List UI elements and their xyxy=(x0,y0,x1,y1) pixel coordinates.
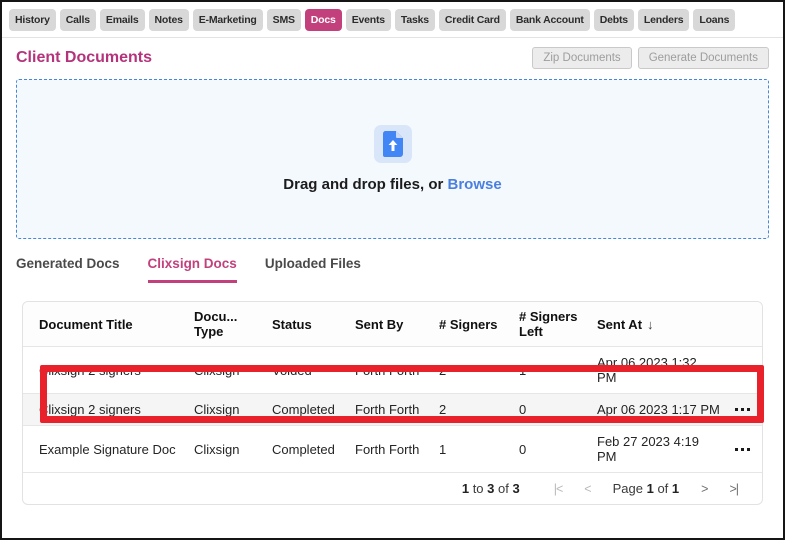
row-menu-button[interactable] xyxy=(735,365,760,376)
module-tab-debts[interactable]: Debts xyxy=(593,9,634,31)
column-header-sent-by: Sent By xyxy=(349,302,433,347)
column-header-menu xyxy=(729,302,762,347)
last-page-icon[interactable]: >| xyxy=(729,481,738,496)
range-to-word: to xyxy=(472,481,484,496)
document-type-cell: Clixsign xyxy=(188,346,266,394)
dropzone-text: Drag and drop files, or Browse xyxy=(283,176,501,193)
status-cell: Voided xyxy=(266,346,349,394)
module-tab-history[interactable]: History xyxy=(9,9,56,31)
table-header-row: Document Title Docu... Type Status Sent By #… xyxy=(23,302,762,347)
prev-page-icon[interactable]: < xyxy=(584,481,591,496)
document-title-cell: Example Signature Doc xyxy=(23,425,188,472)
page-header: Client Documents Zip Documents Generate … xyxy=(2,38,783,76)
documents-table: Document Title Docu... Type Status Sent By #… xyxy=(23,302,762,472)
module-tab-bar: History Calls Emails Notes E-Marketing SMS Doc… xyxy=(2,2,783,38)
module-tab-docs[interactable]: Docs xyxy=(304,9,342,31)
sent-at-cell: Apr 06 2023 1:32 PM xyxy=(591,346,729,394)
module-tab-notes[interactable]: Notes xyxy=(148,9,189,31)
sent-by-cell: Forth Forth xyxy=(349,393,433,426)
document-title-cell: Clixsign 2 signers xyxy=(23,346,188,394)
file-upload-icon xyxy=(373,125,412,163)
signers-cell: 2 xyxy=(433,346,513,394)
dropzone-label: Drag and drop files, or xyxy=(283,176,444,193)
page-total: 1 xyxy=(671,481,680,496)
module-tab-calls[interactable]: Calls xyxy=(59,9,96,31)
zip-documents-button[interactable]: Zip Documents xyxy=(532,47,632,69)
row-menu-button[interactable] xyxy=(735,444,760,455)
module-tab-credit-card[interactable]: Credit Card xyxy=(438,9,506,31)
page-current: 1 xyxy=(646,481,654,496)
column-header-status: Status xyxy=(266,302,349,347)
module-tab-e-marketing[interactable]: E-Marketing xyxy=(192,9,263,31)
page-of-word: of xyxy=(657,481,669,496)
next-page-icon[interactable]: > xyxy=(701,481,708,496)
doc-tab-clixsign-docs[interactable]: Clixsign Docs xyxy=(147,256,237,283)
row-menu-cell xyxy=(729,393,762,426)
documents-table-card: Document Title Docu... Type Status Sent By #… xyxy=(22,301,763,505)
page-indicator: Page 1 of 1 xyxy=(613,481,680,496)
column-header-signers: # Signers xyxy=(433,302,513,347)
column-header-sent-at[interactable]: Sent At ↓ xyxy=(591,302,729,347)
module-tab-emails[interactable]: Emails xyxy=(99,9,145,31)
status-cell: Completed xyxy=(266,425,349,472)
column-header-signers-left: # Signers Left xyxy=(513,302,591,347)
document-type-cell: Clixsign xyxy=(188,393,266,426)
module-tab-events[interactable]: Events xyxy=(345,9,391,31)
sent-by-cell: Forth Forth xyxy=(349,346,433,394)
row-menu-cell xyxy=(729,425,762,472)
generate-documents-button[interactable]: Generate Documents xyxy=(637,47,769,69)
range-of-word: of xyxy=(498,481,509,496)
range-to: 3 xyxy=(487,481,495,496)
signers-left-cell: 1 xyxy=(513,346,591,394)
module-tab-lenders[interactable]: Lenders xyxy=(637,9,690,31)
range-total: 3 xyxy=(512,481,520,496)
column-header-docu-type: Docu... Type xyxy=(188,302,266,347)
first-page-icon[interactable]: |< xyxy=(553,481,563,496)
pagination-controls: |< < Page 1 of 1 > >| xyxy=(553,481,739,496)
signers-cell: 2 xyxy=(433,393,513,426)
module-tab-loans[interactable]: Loans xyxy=(693,9,736,31)
module-tab-tasks[interactable]: Tasks xyxy=(394,9,435,31)
doc-tab-uploaded-files[interactable]: Uploaded Files xyxy=(264,256,361,271)
header-buttons: Zip Documents Generate Documents xyxy=(532,47,769,69)
column-header-document-title: Document Title xyxy=(23,302,188,347)
range-from: 1 xyxy=(461,481,470,496)
signers-cell: 1 xyxy=(433,425,513,472)
document-type-cell: Clixsign xyxy=(188,425,266,472)
file-dropzone[interactable]: Drag and drop files, or Browse xyxy=(16,79,769,239)
page-title: Client Documents xyxy=(16,49,153,66)
page-word: Page xyxy=(612,481,643,496)
signers-left-cell: 0 xyxy=(513,393,591,426)
sort-desc-icon: ↓ xyxy=(647,316,654,332)
pagination-range: 1 to 3 of 3 xyxy=(462,481,520,496)
document-title-cell: Clixsign 2 signers xyxy=(23,393,188,426)
table-row-highlighted[interactable]: Clixsign 2 signers Clixsign Voided Forth Fo… xyxy=(23,346,762,394)
module-tab-bank-account[interactable]: Bank Account xyxy=(509,9,590,31)
sent-by-cell: Forth Forth xyxy=(349,425,433,472)
sent-at-cell: Feb 27 2023 4:19 PM xyxy=(591,425,729,472)
table-row[interactable]: Clixsign 2 signers Clixsign Completed Forth… xyxy=(23,393,762,426)
table-row[interactable]: Example Signature Doc Clixsign Completed Fo… xyxy=(23,425,762,472)
status-cell: Completed xyxy=(266,393,349,426)
browse-link[interactable]: Browse xyxy=(447,176,502,193)
row-menu-button[interactable] xyxy=(735,404,760,415)
row-menu-cell xyxy=(729,346,762,394)
sent-at-cell: Apr 06 2023 1:17 PM xyxy=(591,393,729,426)
signers-left-cell: 0 xyxy=(513,425,591,472)
doc-tab-generated-docs[interactable]: Generated Docs xyxy=(16,256,120,271)
module-tab-sms[interactable]: SMS xyxy=(266,9,301,31)
documents-tab-bar: Generated Docs Clixsign Docs Uploaded File… xyxy=(2,256,783,283)
pagination-bar: 1 to 3 of 3 |< < Page 1 of 1 > >| xyxy=(23,472,762,504)
